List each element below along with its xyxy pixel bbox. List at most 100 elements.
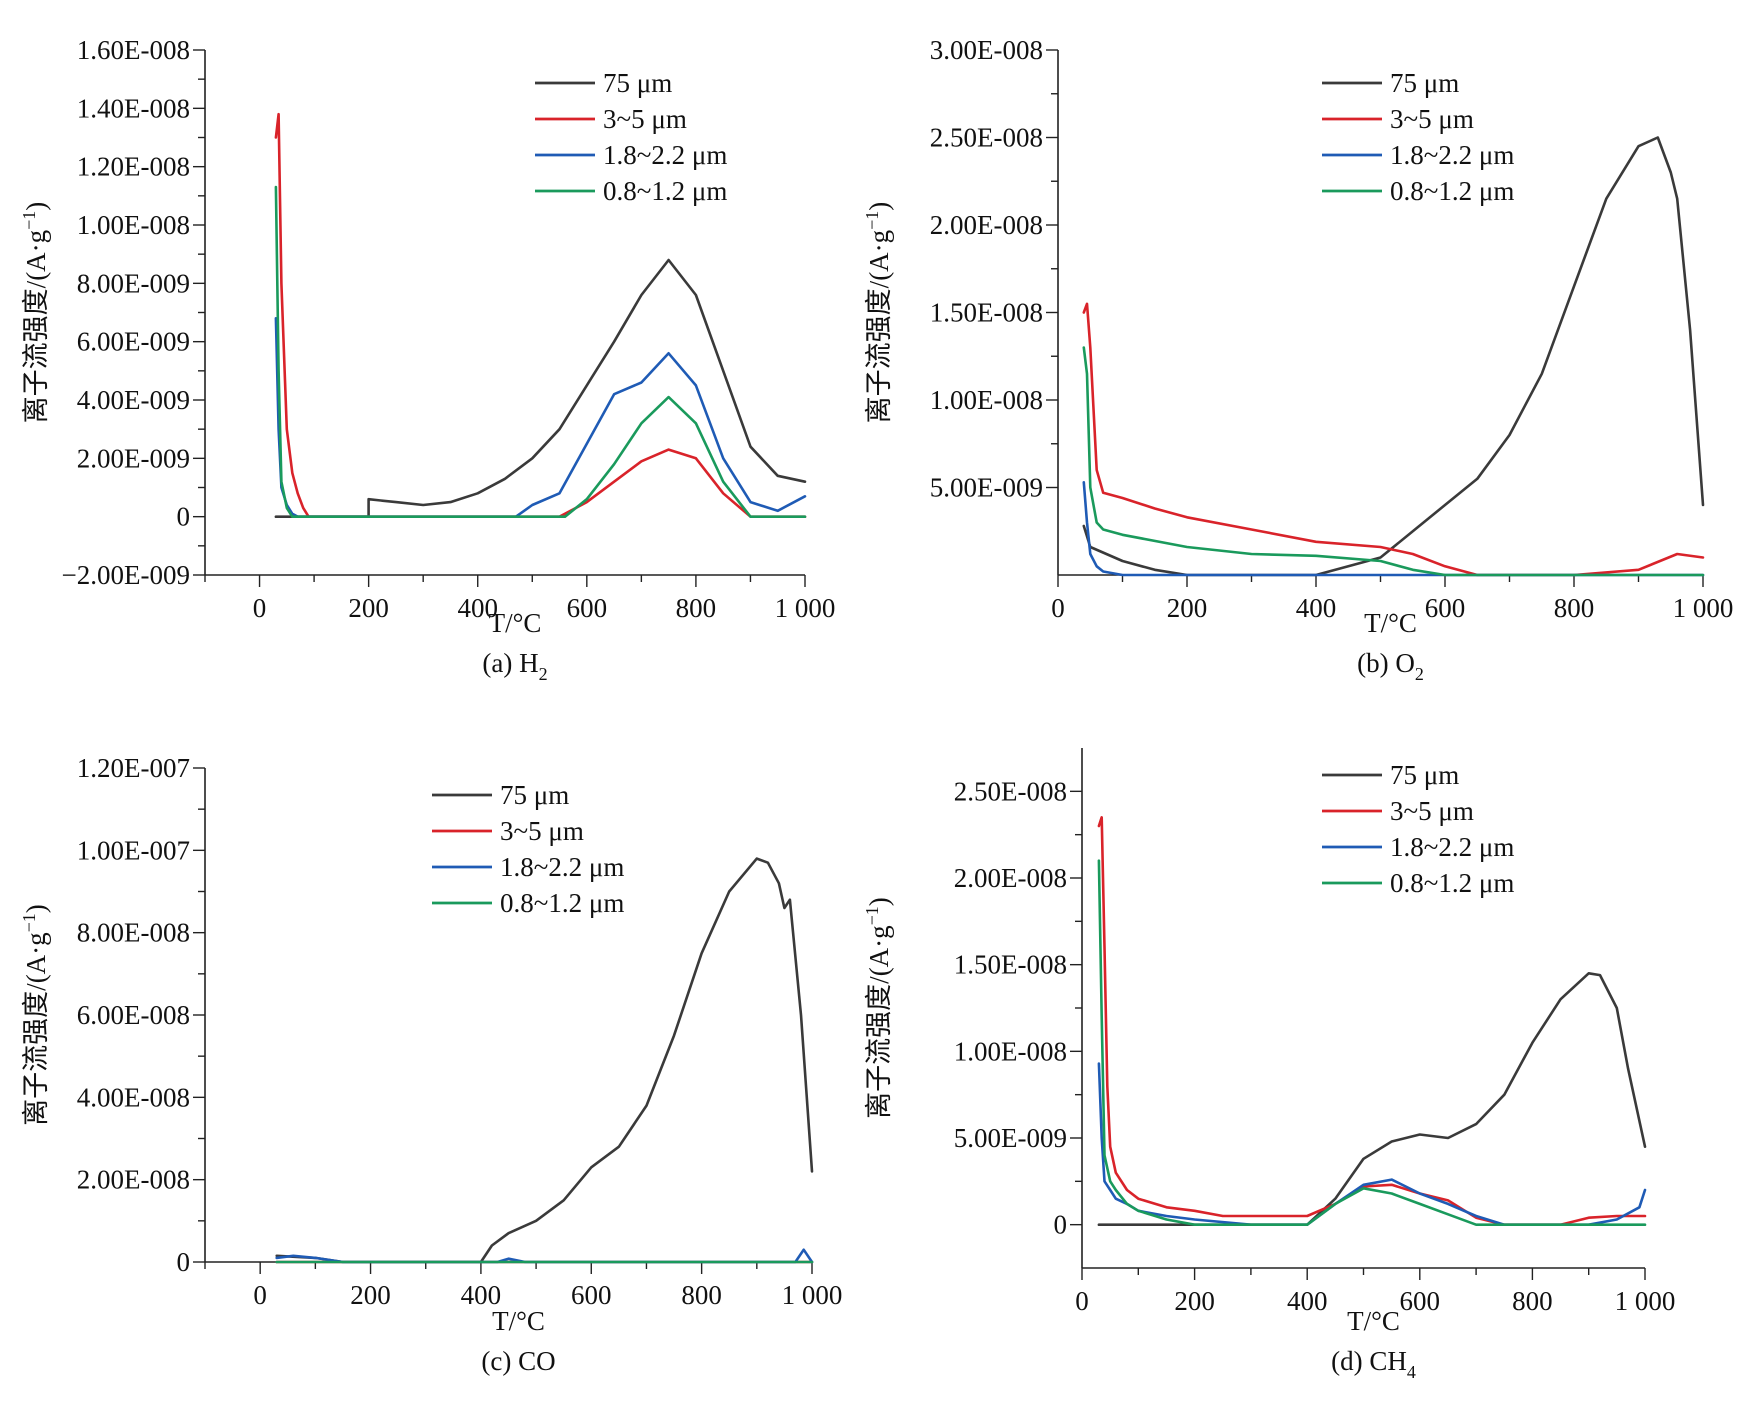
legend-label: 0.8~1.2 μm [603, 176, 727, 206]
x-tick-label: 0 [1075, 1286, 1089, 1316]
x-tick-label: 800 [676, 593, 717, 623]
x-tick-label: 1 000 [1673, 593, 1734, 623]
panel-caption: (b) O2 [1357, 648, 1424, 684]
y-tick-label: 1.00E-008 [930, 385, 1043, 415]
y-tick-label: 8.00E-009 [77, 268, 190, 298]
legend-label: 3~5 μm [603, 104, 687, 134]
y-axis-title: 离子流强度/(A·g−1) [862, 202, 894, 424]
x-tick-label: 200 [1167, 593, 1208, 623]
y-tick-label: 2.50E-008 [930, 123, 1043, 153]
y-tick-label: 2.00E-008 [930, 210, 1043, 240]
series-line-2 [274, 112, 807, 519]
series-line-4 [1097, 859, 1647, 1226]
x-tick-label: 600 [1400, 1286, 1441, 1316]
series-line-1 [274, 258, 807, 519]
x-tick-label: 400 [461, 1280, 502, 1310]
x-tick-label: 1 000 [782, 1280, 843, 1310]
series-line-2 [1082, 302, 1705, 577]
chart-panel-1: −2.00E-009 0 2.00E-009 4.00E-009 6.00E-009 8.… [19, 35, 835, 684]
legend-label: 1.8~2.2 μm [1390, 832, 1514, 862]
x-tick-label: 800 [1512, 1286, 1553, 1316]
y-tick-label: 2.00E-009 [77, 443, 190, 473]
legend-label: 3~5 μm [1390, 104, 1474, 134]
legend-label: 1.8~2.2 μm [500, 852, 624, 882]
series-line-4 [1082, 346, 1705, 577]
y-tick-label: 0 [177, 1247, 191, 1277]
y-tick-label: 1.00E-007 [77, 835, 190, 865]
legend-label: 1.8~2.2 μm [1390, 140, 1514, 170]
series-line-1 [275, 857, 814, 1264]
series-line-3 [275, 1248, 814, 1264]
y-tick-label: 4.00E-009 [77, 385, 190, 415]
legend-label: 75 μm [1390, 760, 1459, 790]
x-tick-label: 1 000 [1615, 1286, 1676, 1316]
legend-label: 75 μm [500, 780, 569, 810]
y-tick-label: 2.50E-008 [954, 776, 1067, 806]
x-tick-label: 1 000 [775, 593, 836, 623]
x-tick-label: 600 [567, 593, 608, 623]
series-line-3 [1082, 480, 1705, 577]
series-line-3 [274, 316, 807, 519]
x-tick-label: 600 [1425, 593, 1466, 623]
x-tick-label: 200 [350, 1280, 391, 1310]
y-tick-label: 5.00E-009 [930, 473, 1043, 503]
x-axis-title: T/°C [1364, 608, 1417, 638]
y-axis-title: 离子流强度/(A·g−1) [19, 904, 51, 1126]
legend-label: 1.8~2.2 μm [603, 140, 727, 170]
x-tick-label: 0 [253, 593, 267, 623]
y-tick-label: 1.20E-008 [77, 152, 190, 182]
series-line-4 [274, 185, 807, 519]
x-tick-label: 400 [1296, 593, 1337, 623]
y-tick-label: 1.20E-007 [77, 753, 190, 783]
legend-label: 0.8~1.2 μm [1390, 176, 1514, 206]
x-tick-label: 800 [1554, 593, 1595, 623]
chart-panel-4: 0 5.00E-009 1.00E-008 1.50E-008 2.00E-008 2.5… [862, 748, 1675, 1382]
y-tick-label: 2.00E-008 [954, 863, 1067, 893]
y-tick-label: 1.60E-008 [77, 35, 190, 65]
y-tick-label: 2.00E-008 [77, 1165, 190, 1195]
x-tick-label: 200 [348, 593, 389, 623]
x-tick-label: 0 [253, 1280, 267, 1310]
legend-label: 75 μm [603, 68, 672, 98]
y-tick-label: 0 [1054, 1210, 1068, 1240]
y-axis-title: 离子流强度/(A·g−1) [862, 897, 894, 1119]
chart-panel-2: 5.00E-009 1.00E-008 1.50E-008 2.00E-008 2.50… [862, 35, 1733, 684]
x-tick-label: 200 [1174, 1286, 1215, 1316]
x-tick-label: 800 [681, 1280, 722, 1310]
y-axis-title: 离子流强度/(A·g−1) [19, 202, 51, 424]
x-tick-label: 400 [1287, 1286, 1328, 1316]
y-tick-label: 1.50E-008 [930, 298, 1043, 328]
y-tick-label: 6.00E-009 [77, 327, 190, 357]
legend-label: 3~5 μm [500, 816, 584, 846]
panel-caption: (a) H2 [482, 648, 547, 684]
series-line-2 [1097, 815, 1647, 1226]
chart-panel-3: 0 2.00E-008 4.00E-008 6.00E-008 8.00E-008 1.0… [19, 753, 842, 1376]
panel-caption: (c) CO [481, 1346, 555, 1376]
x-axis-title: T/°C [1347, 1306, 1400, 1336]
series-line-3 [1097, 1062, 1647, 1226]
legend-label: 75 μm [1390, 68, 1459, 98]
panel-caption: (d) CH4 [1331, 1346, 1416, 1382]
y-tick-label: −2.00E-009 [62, 560, 190, 590]
legend-label: 0.8~1.2 μm [1390, 868, 1514, 898]
y-tick-label: 1.40E-008 [77, 93, 190, 123]
series-line-1 [1082, 136, 1705, 577]
legend-label: 0.8~1.2 μm [500, 888, 624, 918]
y-tick-label: 0 [177, 502, 191, 532]
x-tick-label: 600 [571, 1280, 612, 1310]
y-tick-label: 4.00E-008 [77, 1082, 190, 1112]
y-tick-label: 6.00E-008 [77, 1000, 190, 1030]
x-tick-label: 0 [1051, 593, 1065, 623]
legend-label: 3~5 μm [1390, 796, 1474, 826]
y-tick-label: 1.00E-008 [954, 1036, 1067, 1066]
y-tick-label: 1.00E-008 [77, 210, 190, 240]
series-line-1 [1097, 971, 1647, 1226]
x-axis-title: T/°C [492, 1306, 545, 1336]
x-tick-label: 400 [457, 593, 498, 623]
y-tick-label: 8.00E-008 [77, 918, 190, 948]
y-tick-label: 1.50E-008 [954, 950, 1067, 980]
y-tick-label: 5.00E-009 [954, 1123, 1067, 1153]
y-tick-label: 3.00E-008 [930, 35, 1043, 65]
x-axis-title: T/°C [489, 608, 542, 638]
